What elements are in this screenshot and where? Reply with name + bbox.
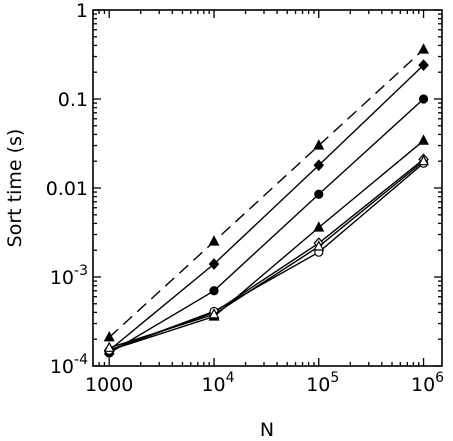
data-point: [313, 139, 325, 150]
y-tick-label: 10-3: [50, 263, 88, 289]
series: [103, 154, 430, 352]
data-point: [209, 286, 219, 296]
data-point: [418, 154, 430, 166]
series-line: [109, 160, 424, 349]
data-point: [313, 221, 325, 232]
series-layer: [103, 43, 430, 358]
series-line: [108, 158, 424, 351]
y-tick-label: 1: [76, 0, 88, 22]
axis-ticks: 1000 104 105 106 1 0.1 0.01 10-3 10-4: [46, 0, 444, 396]
series-line: [109, 140, 424, 351]
series: [104, 158, 429, 355]
data-point: [103, 331, 115, 342]
data-point: [208, 308, 220, 319]
data-point: [418, 94, 429, 104]
data-point: [208, 258, 220, 270]
series-line: [108, 64, 425, 351]
data-point: [103, 341, 115, 352]
series: [103, 134, 430, 355]
x-tick-label: 1000: [85, 374, 133, 396]
data-point: [418, 134, 430, 145]
series-line: [108, 48, 425, 338]
data-point: [418, 59, 429, 72]
series-line: [108, 98, 425, 354]
x-axis-label: N: [260, 419, 274, 441]
data-point: [208, 235, 220, 246]
series: [103, 59, 429, 357]
x-tick-label: 105: [306, 370, 339, 396]
series-line: [108, 162, 425, 351]
y-tick-label: 10-4: [50, 352, 88, 378]
data-point: [313, 159, 325, 172]
series: [103, 43, 430, 342]
data-point: [314, 189, 324, 199]
series: [104, 94, 429, 358]
y-axis-label: Sort time (s): [4, 129, 26, 248]
y-tick-label: 0.01: [46, 178, 88, 200]
series: [103, 153, 429, 357]
data-point: [313, 240, 325, 251]
data-point: [418, 43, 430, 54]
x-tick-label: 104: [201, 370, 234, 396]
x-tick-label: 106: [411, 370, 444, 396]
y-tick-label: 0.1: [58, 89, 88, 111]
